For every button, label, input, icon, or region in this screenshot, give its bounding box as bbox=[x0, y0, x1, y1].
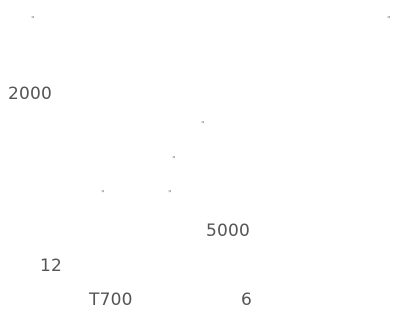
quote-mark: " bbox=[201, 120, 205, 129]
text-6: 6 bbox=[241, 290, 253, 310]
text-12: 12 bbox=[40, 256, 63, 276]
quote-mark: " bbox=[101, 189, 105, 198]
text-5000: 5000 bbox=[206, 221, 251, 241]
quote-mark: " bbox=[168, 189, 172, 198]
text-2000: 2000 bbox=[8, 84, 53, 104]
quote-mark: " bbox=[31, 15, 35, 24]
quote-mark: " bbox=[172, 155, 176, 164]
text-t700: T700 bbox=[89, 290, 133, 310]
quote-mark: " bbox=[387, 15, 391, 24]
